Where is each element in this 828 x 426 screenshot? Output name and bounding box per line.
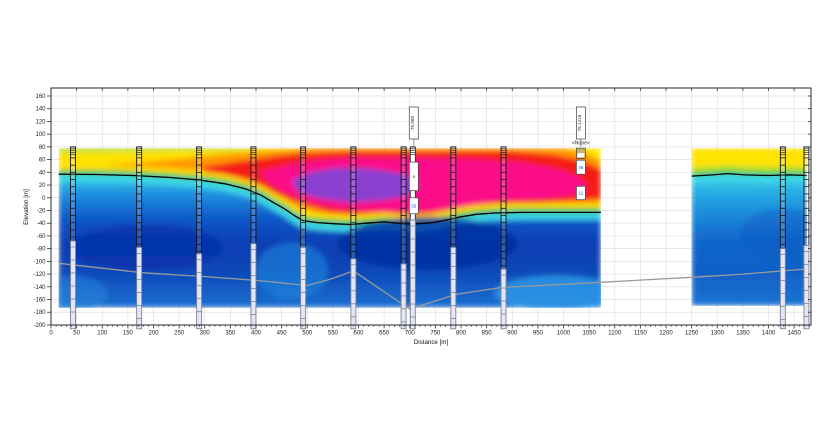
svg-text:120: 120 — [35, 119, 46, 125]
svg-text:250: 250 — [174, 331, 185, 337]
svg-text:-20: -20 — [37, 209, 46, 215]
svg-text:600: 600 — [353, 331, 364, 337]
borehole[interactable] — [500, 146, 507, 330]
svg-text:100: 100 — [35, 132, 46, 138]
svg-text:1300: 1300 — [711, 331, 725, 337]
svg-text:140: 140 — [35, 107, 46, 113]
svg-text:20: 20 — [39, 183, 46, 189]
borehole[interactable] — [250, 146, 257, 330]
y-axis-title: Elevation [m] — [23, 189, 30, 225]
plot-frame — [50, 87, 812, 326]
screen-annotation-box[interactable]: 11 — [576, 185, 586, 201]
none-label[interactable]: <None> — [572, 141, 590, 147]
svg-text:-120: -120 — [33, 272, 46, 278]
screen-annotation-box[interactable]: 49 — [576, 159, 586, 175]
svg-text:11: 11 — [579, 191, 584, 196]
svg-text:500: 500 — [302, 331, 313, 337]
screen-annotation-box[interactable] — [576, 147, 586, 159]
svg-text:550: 550 — [328, 331, 339, 337]
svg-text:1450: 1450 — [787, 331, 801, 337]
svg-text:-200: -200 — [33, 323, 46, 329]
station-id-label[interactable]: 76.1218 — [576, 106, 586, 147]
svg-text:-100: -100 — [33, 259, 46, 265]
svg-text:1400: 1400 — [762, 331, 776, 337]
borehole[interactable] — [300, 146, 307, 330]
svg-text:49: 49 — [579, 165, 584, 170]
svg-text:400: 400 — [251, 331, 262, 337]
svg-text:0: 0 — [42, 196, 46, 202]
svg-text:350: 350 — [225, 331, 236, 337]
svg-text:700: 700 — [405, 331, 416, 337]
svg-text:1200: 1200 — [659, 331, 673, 337]
borehole[interactable] — [803, 146, 810, 330]
svg-text:76.888: 76.888 — [410, 116, 415, 130]
svg-text:800: 800 — [456, 331, 467, 337]
svg-text:-60: -60 — [37, 234, 46, 240]
svg-text:1150: 1150 — [634, 331, 648, 337]
resistivity-section-left[interactable] — [36, 148, 618, 314]
svg-text:-80: -80 — [37, 247, 46, 253]
x-axis: 0 50 100 150 200 250 300 350 400 450 500 550 600 650 7… — [49, 88, 810, 337]
svg-text:450: 450 — [277, 331, 288, 337]
svg-text:a: a — [413, 174, 416, 179]
y-axis: 160 140 120 100 80 60 40 20 0 -20 -40 -60 -80 -100 -12… — [33, 94, 811, 329]
layer-boundary-line-right — [691, 172, 807, 177]
borehole[interactable] — [779, 146, 786, 330]
borehole[interactable] — [70, 146, 76, 330]
svg-text:160: 160 — [35, 94, 46, 100]
svg-text:80: 80 — [39, 145, 46, 151]
svg-text:100: 100 — [97, 331, 108, 337]
svg-text:1100: 1100 — [608, 331, 622, 337]
deep-interface-line — [58, 262, 807, 310]
borehole[interactable] — [196, 146, 203, 330]
svg-text:76.1218: 76.1218 — [577, 114, 582, 131]
svg-text:-140: -140 — [33, 285, 46, 291]
svg-text:-180: -180 — [33, 310, 46, 316]
svg-text:1000: 1000 — [557, 331, 571, 337]
svg-text:1350: 1350 — [736, 331, 750, 337]
svg-text:650: 650 — [379, 331, 390, 337]
borehole[interactable] — [450, 146, 457, 330]
x-axis-title: Distance [m] — [414, 339, 449, 346]
svg-text:50: 50 — [73, 331, 80, 337]
svg-text:950: 950 — [533, 331, 544, 337]
svg-text:750: 750 — [430, 331, 441, 337]
svg-text:300: 300 — [200, 331, 211, 337]
svg-text:1250: 1250 — [685, 331, 699, 337]
borehole[interactable] — [400, 146, 407, 330]
borehole[interactable] — [136, 146, 143, 330]
svg-text:850: 850 — [482, 331, 493, 337]
screen-annotation-box[interactable]: 55 — [408, 197, 419, 215]
svg-text:60: 60 — [39, 158, 46, 164]
svg-text:0: 0 — [49, 331, 53, 337]
layer-boundary-line — [58, 173, 601, 226]
svg-text:-40: -40 — [37, 221, 46, 227]
svg-text:150: 150 — [123, 331, 134, 337]
svg-text:-160: -160 — [33, 298, 46, 304]
svg-text:55: 55 — [411, 203, 416, 208]
borehole[interactable] — [350, 146, 357, 330]
svg-text:200: 200 — [148, 331, 159, 337]
screen-annotation-box[interactable]: a — [408, 161, 419, 192]
svg-text:900: 900 — [507, 331, 518, 337]
svg-text:40: 40 — [39, 170, 46, 176]
svg-text:1050: 1050 — [582, 331, 596, 337]
station-id-label[interactable]: 76.888 — [408, 106, 419, 147]
